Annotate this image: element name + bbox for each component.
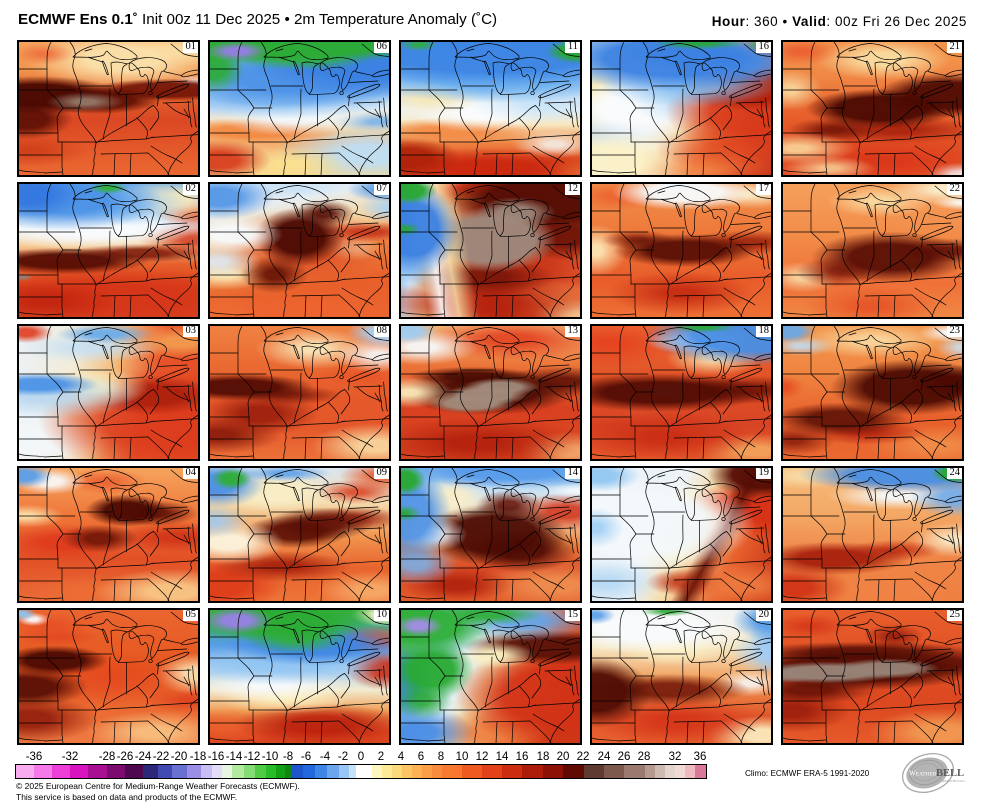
svg-text:ANALYTICS LLC: ANALYTICS LLC	[942, 779, 965, 783]
svg-text:WEATHER: WEATHER	[909, 770, 937, 778]
svg-text:BELL: BELL	[936, 768, 964, 779]
